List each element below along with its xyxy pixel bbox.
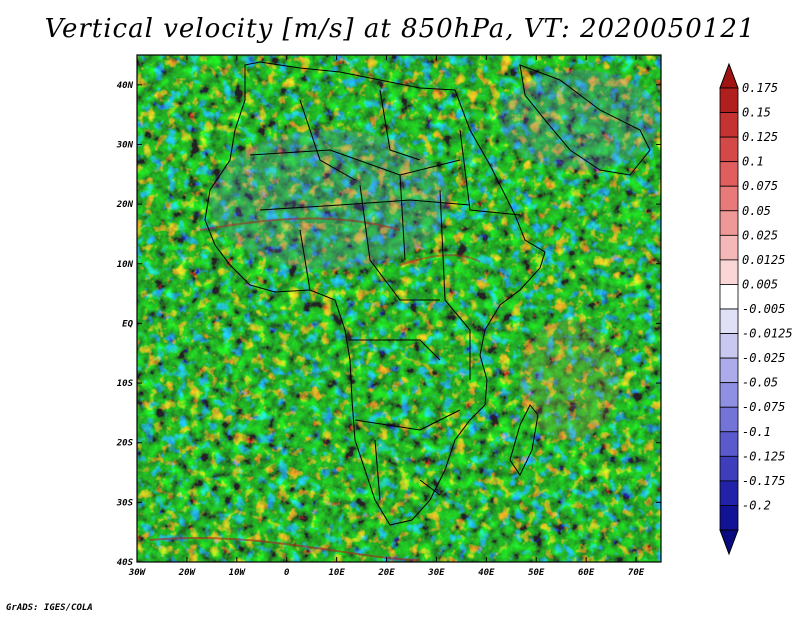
colorbar-swatch	[719, 455, 739, 482]
credit-label: GrADS: IGES/COLA	[6, 603, 93, 613]
axis-ticks: 30W 20W 10W 0 10E 20E 30E 40E 50E 60E 70E 40N 30N 20N…	[116, 55, 661, 578]
y-tick-label: 10S	[117, 379, 134, 389]
colorbar-label: -0.0125	[742, 327, 793, 341]
colorbar-swatch	[719, 112, 739, 138]
colorbar-label: -0.2	[742, 498, 771, 512]
colorbar-swatch	[719, 333, 739, 359]
colorbar-label: -0.075	[742, 400, 785, 414]
colorbar-label: 0.0125	[742, 253, 785, 267]
colorbar-swatch	[719, 284, 739, 310]
y-tick-label: 10N	[117, 260, 134, 270]
colorbar-swatch	[719, 357, 739, 384]
x-tick-label: 50E	[528, 568, 545, 578]
colorbar-swatch	[719, 505, 739, 531]
colorbar-swatch	[719, 259, 739, 285]
colorbar-label: 0.1	[742, 155, 764, 169]
y-tick-label: 40S	[117, 558, 134, 568]
colorbar-label: 0.05	[742, 204, 771, 218]
colorbar-bottom-arrow	[719, 529, 739, 556]
x-tick-label: 10E	[328, 568, 345, 578]
plot-frame	[136, 54, 662, 563]
colorbar-swatch	[719, 308, 739, 334]
colorbar-label: -0.005	[742, 302, 785, 316]
colorbar-label: 0.15	[742, 106, 771, 120]
x-tick-label: 20W	[178, 568, 197, 578]
colorbar-label: 0.005	[742, 277, 778, 291]
colorbar-swatch	[719, 234, 739, 261]
colorbar-swatch	[719, 406, 739, 433]
colorbar-swatch	[719, 382, 739, 408]
colorbar-swatch	[719, 185, 739, 212]
colorbar-label: -0.125	[742, 449, 785, 463]
colorbar-swatch	[719, 210, 739, 236]
y-tick-label: 40N	[117, 81, 134, 91]
colorbar-swatch	[719, 431, 739, 457]
x-tick-label: 60E	[578, 568, 595, 578]
x-tick-label: 70E	[628, 568, 645, 578]
x-tick-label: 30W	[128, 568, 147, 578]
y-tick-label: 30S	[116, 498, 134, 508]
x-tick-label: 30E	[427, 568, 445, 578]
x-tick-label: 10W	[229, 568, 247, 578]
colorbar-label: -0.1	[742, 425, 771, 439]
colorbar-swatch	[719, 161, 739, 187]
colorbar-label: 0.125	[742, 130, 778, 144]
colorbar-label: -0.025	[742, 351, 785, 365]
colorbar: 0.175 0.15 0.125 0.1 0.075 0.05 0.025 0.0125 0.0…	[719, 62, 793, 556]
colorbar-label: -0.175	[742, 474, 785, 488]
x-tick-label: 40E	[478, 568, 495, 578]
colorbar-label: -0.05	[742, 376, 778, 390]
colorbar-label: 0.025	[742, 228, 778, 242]
velocity-field	[137, 55, 661, 562]
y-tick-label: EQ	[122, 319, 133, 329]
coastlines	[204, 61, 651, 526]
colorbar-top-arrow	[719, 62, 739, 89]
colorbar-label: 0.075	[742, 179, 778, 193]
colorbar-label: 0.175	[742, 81, 778, 95]
colorbar-swatch	[719, 136, 739, 163]
x-tick-label: 0	[284, 568, 290, 578]
colorbar-swatch	[719, 480, 739, 506]
map-title: Vertical velocity [m/s] at 850hPa, VT: 2…	[44, 14, 756, 44]
x-tick-label: 20E	[377, 568, 395, 578]
y-tick-label: 30N	[116, 140, 134, 150]
y-tick-label: 20N	[116, 200, 134, 210]
colorbar-swatch	[719, 87, 739, 113]
y-tick-label: 20S	[116, 439, 134, 449]
